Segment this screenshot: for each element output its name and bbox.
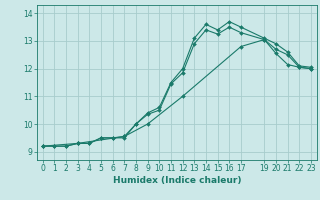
X-axis label: Humidex (Indice chaleur): Humidex (Indice chaleur) xyxy=(113,176,241,185)
